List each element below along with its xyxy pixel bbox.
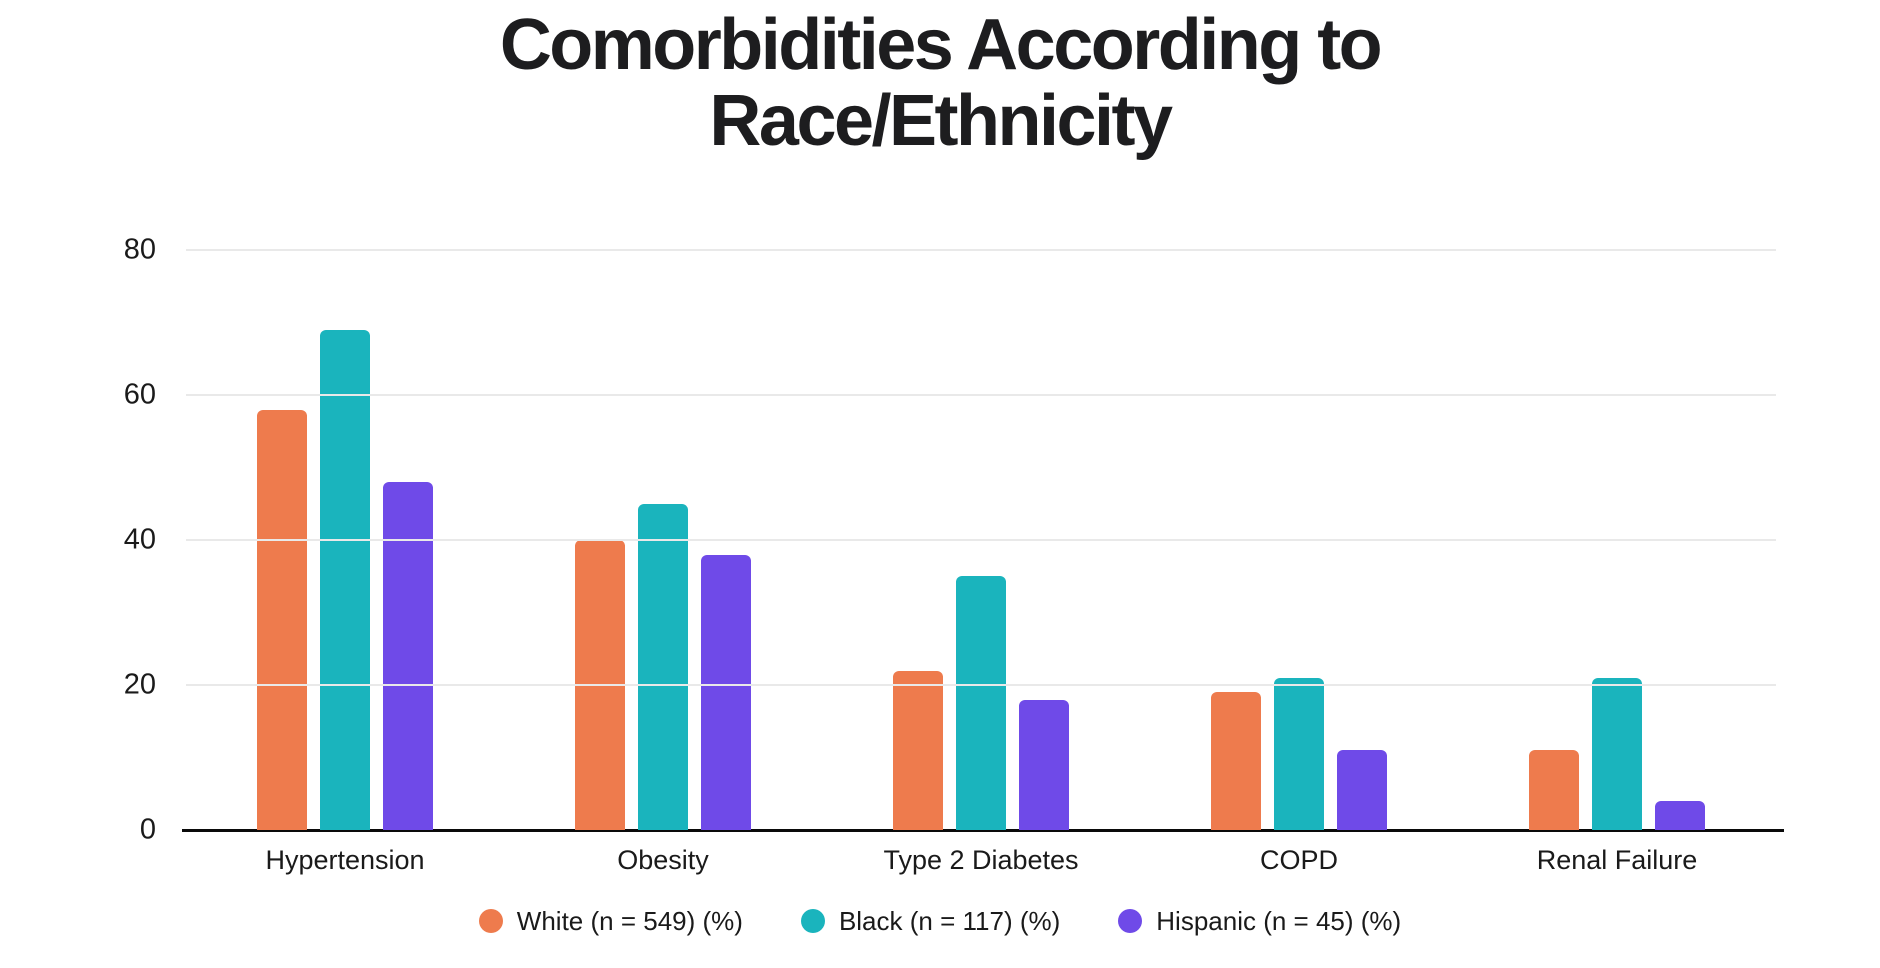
gridline [186,684,1776,686]
legend-label: Hispanic (n = 45) (%) [1156,906,1402,936]
category-group-type-2-diabetes: Type 2 Diabetes [822,250,1140,875]
plot-area: Hypertension Obesity Type 2 Diabetes COPD Re… [124,235,1784,875]
bar-hispanic-renal-failure [1655,801,1705,830]
y-axis-tick-label: 0 [139,813,156,846]
x-axis-category-label: Obesity [617,845,709,875]
gridline [186,539,1776,541]
bar-black-renal-failure [1592,677,1642,830]
y-axis-tick-label: 60 [123,378,156,411]
bar-hispanic-obesity [701,554,751,830]
bar-hispanic-type-2-diabetes [1019,699,1069,830]
category-group-renal-failure: Renal Failure [1458,250,1776,875]
y-axis-tick-label: 40 [123,523,156,556]
legend: White (n = 549) (%) Black (n = 117) (%) Hi… [0,908,1880,934]
bar-white-copd [1211,692,1261,830]
y-axis-tick-label: 80 [123,233,156,266]
legend-item-white: White (n = 549) (%) [478,906,743,936]
legend-color-dot [800,909,825,933]
bar-white-type-2-diabetes [893,670,943,830]
legend-item-black: Black (n = 117) (%) [800,906,1061,936]
legend-item-hispanic: Hispanic (n = 45) (%) [1118,908,1401,934]
legend-color-dot [478,909,503,933]
bar-hispanic-hypertension [383,482,433,830]
bar-white-hypertension [257,409,307,830]
category-group-copd: COPD [1140,250,1458,875]
x-axis-category-label: Renal Failure [1536,845,1698,875]
legend-color-dot [1118,909,1143,933]
chart-title: Comorbidities According to Race/Ethnicit… [499,5,1383,161]
x-axis-category-label: Hypertension [265,845,425,875]
x-axis-category-label: COPD [1259,845,1338,875]
bar-black-hypertension [320,329,370,830]
legend-label: Black (n = 117) (%) [838,906,1061,936]
gridline [186,394,1776,396]
x-axis-category-label: Type 2 Diabetes [883,845,1079,875]
gridline [186,249,1776,251]
y-axis-tick-label: 20 [123,668,156,701]
bar-black-copd [1274,677,1324,830]
legend-label: White (n = 549) (%) [516,906,743,936]
bar-black-obesity [638,503,688,830]
bar-white-renal-failure [1529,750,1579,830]
bar-hispanic-copd [1337,750,1387,830]
bar-black-type-2-diabetes [956,576,1006,830]
x-axis-line [182,828,1784,832]
